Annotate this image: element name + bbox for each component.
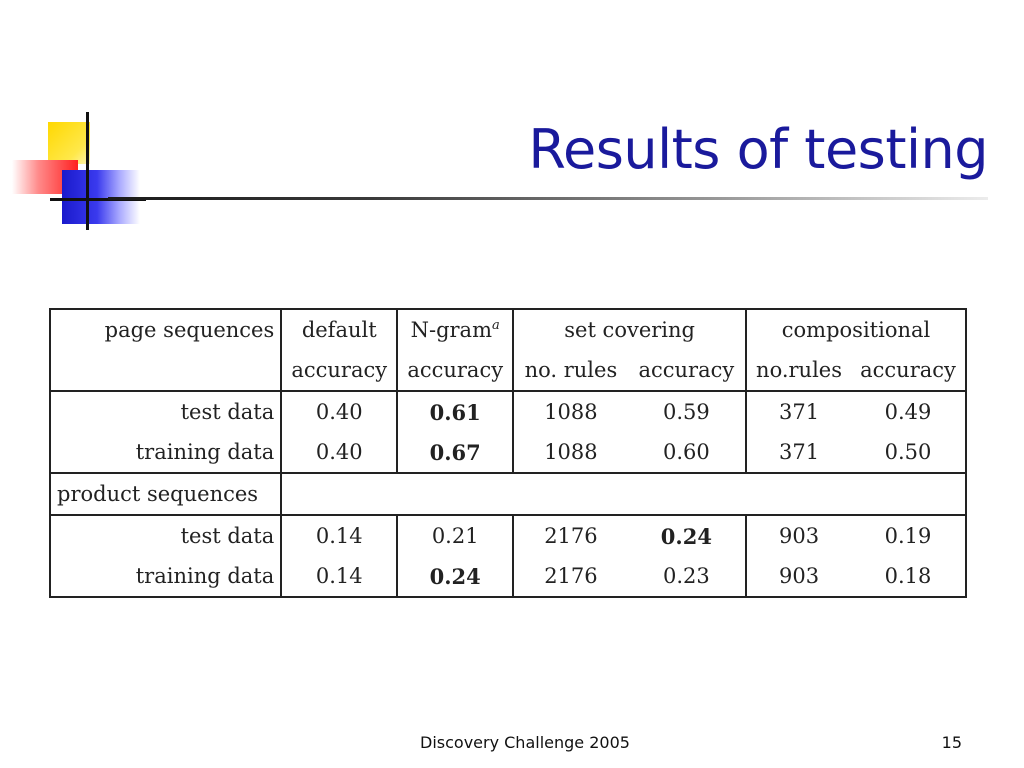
cell-comp-rules: 371 (778, 440, 820, 464)
header-sc-rules: no. rules (524, 358, 618, 382)
header-ngram-footnote: a (492, 318, 500, 333)
table-row-page-test: test data 0.40 0.61 1088 0.59 371 0.49 (50, 390, 966, 432)
header-default-accuracy: accuracy (281, 350, 399, 391)
results-table: page sequences default N-grama set cover… (49, 308, 967, 598)
cell-default: 0.40 (281, 390, 399, 432)
title-underline (108, 197, 988, 200)
logo-vertical-line (86, 112, 89, 230)
slide-title: Results of testing (528, 118, 988, 181)
cell-comp-accuracy: 0.18 (884, 564, 932, 588)
cell-sc-accuracy: 0.60 (627, 432, 748, 473)
cell-sc-rules: 1088 (513, 390, 628, 432)
header-compositional: compositional (781, 318, 931, 342)
cell-sc-accuracy: 0.59 (627, 390, 748, 432)
table-row-product-training: training data 0.14 0.24 2176 0.23 903 0.… (50, 556, 966, 597)
page-number: 15 (941, 733, 962, 752)
cell-sc-rules: 2176 (513, 514, 628, 556)
cell-comp-accuracy: 0.19 (851, 514, 966, 556)
header-comp-accuracy: accuracy (860, 358, 956, 382)
section-label-product: product sequences (50, 472, 283, 515)
cell-sc-accuracy: 0.24 (627, 514, 748, 556)
cell-comp-accuracy: 0.49 (851, 390, 966, 432)
cell-sc-rules: 2176 (544, 564, 598, 588)
header-set-covering: set covering (513, 309, 748, 350)
header-ngram-label: N-gram (410, 318, 492, 342)
cell-comp-rules: 903 (778, 564, 820, 588)
cell-ngram: 0.21 (397, 514, 515, 556)
cell-comp-rules: 903 (746, 514, 852, 556)
header-sc-accuracy: accuracy (627, 350, 748, 391)
cell-ngram: 0.61 (397, 390, 515, 432)
cell-comp-rules: 371 (746, 390, 852, 432)
table-row-page-training: training data 0.40 0.67 1088 0.60 371 0.… (50, 432, 966, 473)
cell-ngram: 0.24 (397, 556, 515, 597)
cell-default: 0.40 (281, 432, 399, 473)
cell-ngram: 0.67 (397, 432, 515, 473)
row-label: test data (50, 390, 283, 432)
table-header-row-2: accuracy accuracy no. rules accuracy no.… (50, 350, 966, 391)
cell-comp-accuracy: 0.50 (884, 440, 932, 464)
slide-logo-decoration (0, 100, 150, 240)
cell-sc-rules: 1088 (544, 440, 598, 464)
header-page-sequences: page sequences (50, 309, 283, 350)
cell-default: 0.14 (281, 556, 399, 597)
row-label: test data (50, 514, 283, 556)
cell-sc-accuracy: 0.23 (627, 556, 748, 597)
row-label: training data (50, 432, 283, 473)
header-ngram-accuracy: accuracy (397, 350, 515, 391)
logo-horizontal-line (50, 198, 146, 201)
table-header-row-1: page sequences default N-grama set cover… (50, 309, 966, 350)
table-row-product-test: test data 0.14 0.21 2176 0.24 903 0.19 (50, 514, 966, 556)
header-comp-rules: no.rules (756, 358, 843, 382)
header-ngram: N-grama (397, 309, 515, 350)
header-default: default (281, 309, 399, 350)
yellow-square (48, 122, 90, 164)
header-empty (50, 350, 283, 391)
cell-default: 0.14 (281, 514, 399, 556)
footer-text: Discovery Challenge 2005 (420, 733, 630, 752)
table-row-product-section: product sequences (50, 472, 966, 515)
section-empty (281, 472, 966, 515)
row-label: training data (50, 556, 283, 597)
